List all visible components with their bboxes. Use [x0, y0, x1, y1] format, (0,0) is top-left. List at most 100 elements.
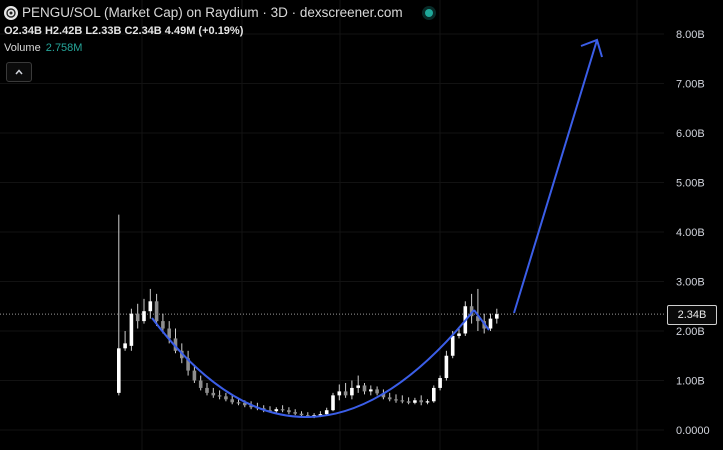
- volume-readout: Volume 2.758M: [4, 42, 82, 54]
- candle-body: [135, 313, 140, 322]
- candle-body: [148, 301, 153, 312]
- candle-body: [268, 410, 272, 412]
- candle-body: [117, 348, 121, 393]
- candle: [148, 288, 153, 319]
- candle-body: [476, 316, 480, 322]
- candle: [387, 392, 392, 402]
- candle-body: [343, 391, 348, 396]
- candle: [161, 313, 165, 334]
- candle-body: [230, 399, 234, 403]
- ohlc-readout: O2.34B H2.42B L2.33B C2.34B 4.49M (+0.19…: [4, 25, 244, 37]
- live-status-icon: [424, 8, 433, 17]
- candle: [142, 298, 146, 324]
- candle: [154, 293, 159, 327]
- candle-body: [142, 311, 146, 322]
- candle-body: [438, 378, 442, 388]
- candle-body: [123, 343, 127, 349]
- candle: [457, 328, 461, 339]
- candle-body: [287, 410, 291, 413]
- cup-curve: [151, 309, 475, 418]
- candle: [406, 397, 411, 405]
- chevron-up-icon: [15, 69, 23, 75]
- candle-body: [387, 397, 392, 400]
- candle: [293, 409, 297, 416]
- candle: [476, 288, 480, 331]
- candle: [280, 405, 285, 413]
- candle-body: [375, 389, 379, 394]
- y-tick-label: 0.0000: [676, 425, 710, 437]
- candle: [135, 303, 140, 329]
- candle-body: [198, 380, 203, 388]
- candle: [217, 390, 222, 400]
- candle-body: [249, 405, 253, 408]
- candle: [343, 382, 348, 398]
- candle-body: [280, 409, 285, 411]
- candle-body: [161, 321, 165, 329]
- candle: [400, 395, 405, 404]
- candle: [394, 394, 398, 403]
- candle: [425, 399, 430, 405]
- candle: [299, 411, 304, 417]
- candle: [331, 392, 335, 412]
- candle-body: [167, 328, 171, 339]
- candle-body: [419, 400, 423, 403]
- candle-body: [243, 402, 247, 406]
- candle-body: [457, 333, 461, 336]
- candle: [211, 387, 216, 398]
- candle: [192, 365, 197, 383]
- candle: [362, 382, 367, 395]
- candle-body: [469, 306, 474, 317]
- candle: [488, 313, 493, 331]
- candle: [230, 395, 234, 405]
- candle-body: [413, 400, 417, 403]
- candle: [356, 375, 360, 393]
- candle-body: [488, 318, 493, 329]
- y-tick-label: 3.00B: [676, 277, 705, 289]
- candle: [129, 308, 134, 351]
- y-tick-label: 4.00B: [676, 227, 705, 239]
- y-tick-label: 1.00B: [676, 376, 705, 388]
- candle-body: [394, 399, 398, 401]
- candle: [369, 385, 373, 396]
- candle: [438, 375, 442, 391]
- volume-label: Volume: [4, 42, 41, 54]
- candle: [432, 385, 436, 403]
- cup-and-handle-annotation: [151, 38, 603, 418]
- y-tick-label: 6.00B: [676, 128, 705, 140]
- candle-body: [425, 401, 430, 403]
- candle: [224, 392, 228, 402]
- y-tick-label: 2.00B: [676, 326, 705, 338]
- candle-body: [217, 395, 222, 397]
- candle-body: [236, 402, 241, 404]
- candlestick-series: [117, 214, 499, 419]
- candle: [173, 328, 178, 354]
- volume-value: 2.758M: [45, 42, 83, 54]
- candle-body: [324, 410, 329, 415]
- candle: [324, 407, 329, 416]
- candle: [413, 397, 417, 405]
- candle-body: [356, 385, 360, 388]
- candle-body: [350, 387, 354, 396]
- candle-body: [306, 415, 310, 417]
- candle: [469, 293, 474, 324]
- candle-body: [362, 385, 367, 392]
- candle-body: [211, 392, 216, 396]
- candle: [444, 350, 449, 381]
- candle-body: [312, 415, 316, 417]
- candle: [419, 395, 423, 406]
- candle-body: [154, 301, 159, 322]
- breakout-arrow: [513, 39, 598, 314]
- title-row: PENGU/SOL (Market Cap) on Raydium · 3D ·…: [4, 5, 433, 20]
- candle: [186, 350, 190, 376]
- candle-body: [444, 355, 449, 379]
- candle-body: [293, 412, 297, 414]
- collapse-legend-button[interactable]: [6, 62, 32, 82]
- candle-body: [406, 401, 411, 403]
- y-tick-label: 8.00B: [676, 29, 705, 41]
- candle: [198, 375, 203, 391]
- chart-title: PENGU/SOL (Market Cap) on Raydium · 3D ·…: [22, 5, 403, 20]
- handle-line: [473, 309, 490, 331]
- candle-body: [450, 335, 455, 356]
- candle: [350, 380, 354, 400]
